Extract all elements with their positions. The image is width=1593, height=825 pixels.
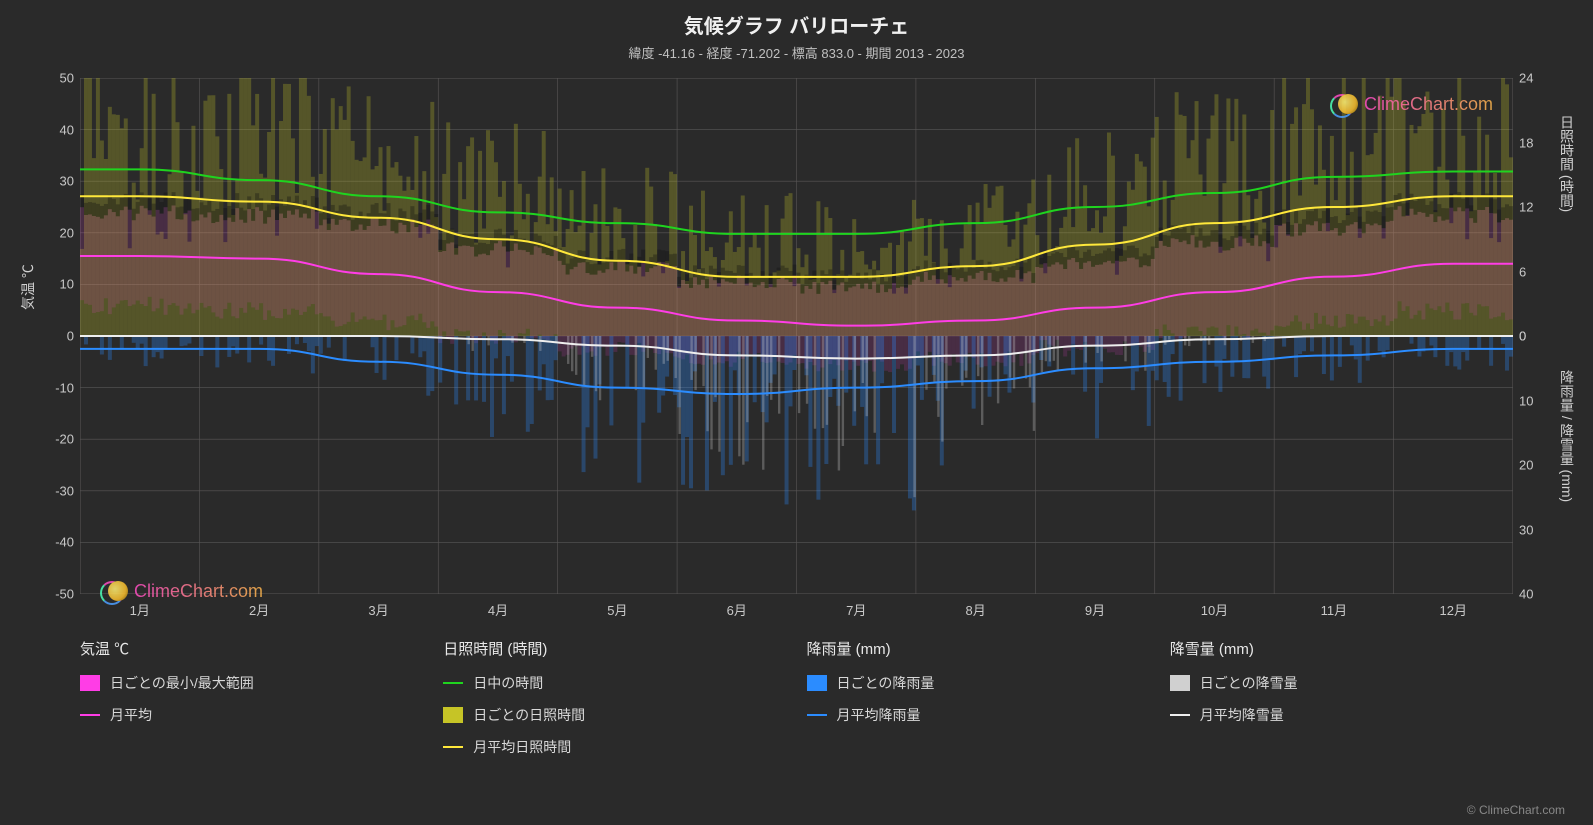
legend-label: 月平均降雪量 (1200, 705, 1284, 725)
legend-item: 月平均日照時間 (443, 737, 786, 757)
watermark-top: ClimeChart.com (1330, 90, 1493, 118)
legend-swatch (1170, 714, 1190, 716)
legend-column: 降雪量 (mm) 日ごとの降雪量月平均降雪量 (1170, 638, 1513, 769)
legend-item: 月平均降雪量 (1170, 705, 1513, 725)
legend-header: 降雪量 (mm) (1170, 638, 1513, 659)
legend-label: 月平均 (110, 705, 152, 725)
legend-swatch (1170, 675, 1190, 691)
legend-label: 日ごとの降雪量 (1200, 673, 1298, 693)
legend-label: 日ごとの日照時間 (473, 705, 585, 725)
legend-item: 日ごとの降雪量 (1170, 673, 1513, 693)
plot-area (80, 78, 1513, 594)
watermark-bottom: ClimeChart.com (100, 577, 263, 605)
y-axis-right-top-label: 日照時間 (時間) (1557, 115, 1577, 212)
legend-header: 気温 ℃ (80, 638, 423, 659)
chart-title: 気候グラフ バリローチェ (0, 10, 1593, 39)
title-block: 気候グラフ バリローチェ 緯度 -41.16 - 経度 -71.202 - 標高… (0, 0, 1593, 62)
legend-swatch (807, 675, 827, 691)
y-axis-right-bottom-label: 降雨量 / 降雪量 (mm) (1557, 370, 1577, 502)
legend-swatch (80, 714, 100, 716)
legend-label: 日ごとの降雨量 (837, 673, 935, 693)
legend-item: 日ごとの最小/最大範囲 (80, 673, 423, 693)
legend-item: 日ごとの降雨量 (807, 673, 1150, 693)
legend-label: 日ごとの最小/最大範囲 (110, 673, 254, 693)
legend-swatch (443, 707, 463, 723)
legend-label: 月平均降雨量 (837, 705, 921, 725)
legend-swatch (443, 746, 463, 748)
legend-item: 日中の時間 (443, 673, 786, 693)
y-axis-left-label: 気温 ℃ (18, 264, 38, 310)
legend-item: 月平均 (80, 705, 423, 725)
legend-column: 日照時間 (時間) 日中の時間日ごとの日照時間月平均日照時間 (443, 638, 786, 769)
legend-label: 月平均日照時間 (473, 737, 571, 757)
logo-icon (1330, 90, 1358, 118)
legend-item: 月平均降雨量 (807, 705, 1150, 725)
legend-swatch (80, 675, 100, 691)
footer-credit: © ClimeChart.com (1467, 803, 1565, 817)
right-tick-labels: 24181260010203040 (1515, 78, 1549, 594)
legend-column: 降雨量 (mm) 日ごとの降雨量月平均降雨量 (807, 638, 1150, 769)
legend-column: 気温 ℃ 日ごとの最小/最大範囲月平均 (80, 638, 423, 769)
legend-header: 日照時間 (時間) (443, 638, 786, 659)
legend: 気温 ℃ 日ごとの最小/最大範囲月平均 日照時間 (時間) 日中の時間日ごとの日照時間… (80, 638, 1513, 769)
watermark-text: ClimeChart.com (1364, 94, 1493, 115)
chart-subtitle: 緯度 -41.16 - 経度 -71.202 - 標高 833.0 - 期間 2… (0, 43, 1593, 62)
x-tick-labels: 1月2月3月4月5月6月7月8月9月10月11月12月 (80, 600, 1513, 620)
legend-swatch (443, 682, 463, 684)
legend-item: 日ごとの日照時間 (443, 705, 786, 725)
logo-icon (100, 577, 128, 605)
legend-label: 日中の時間 (473, 673, 543, 693)
plot-svg (80, 78, 1513, 594)
climate-chart: 気候グラフ バリローチェ 緯度 -41.16 - 経度 -71.202 - 標高… (0, 0, 1593, 825)
watermark-text: ClimeChart.com (134, 581, 263, 602)
left-tick-labels: 50403020100-10-20-30-40-50 (44, 78, 78, 594)
legend-swatch (807, 714, 827, 716)
legend-header: 降雨量 (mm) (807, 638, 1150, 659)
